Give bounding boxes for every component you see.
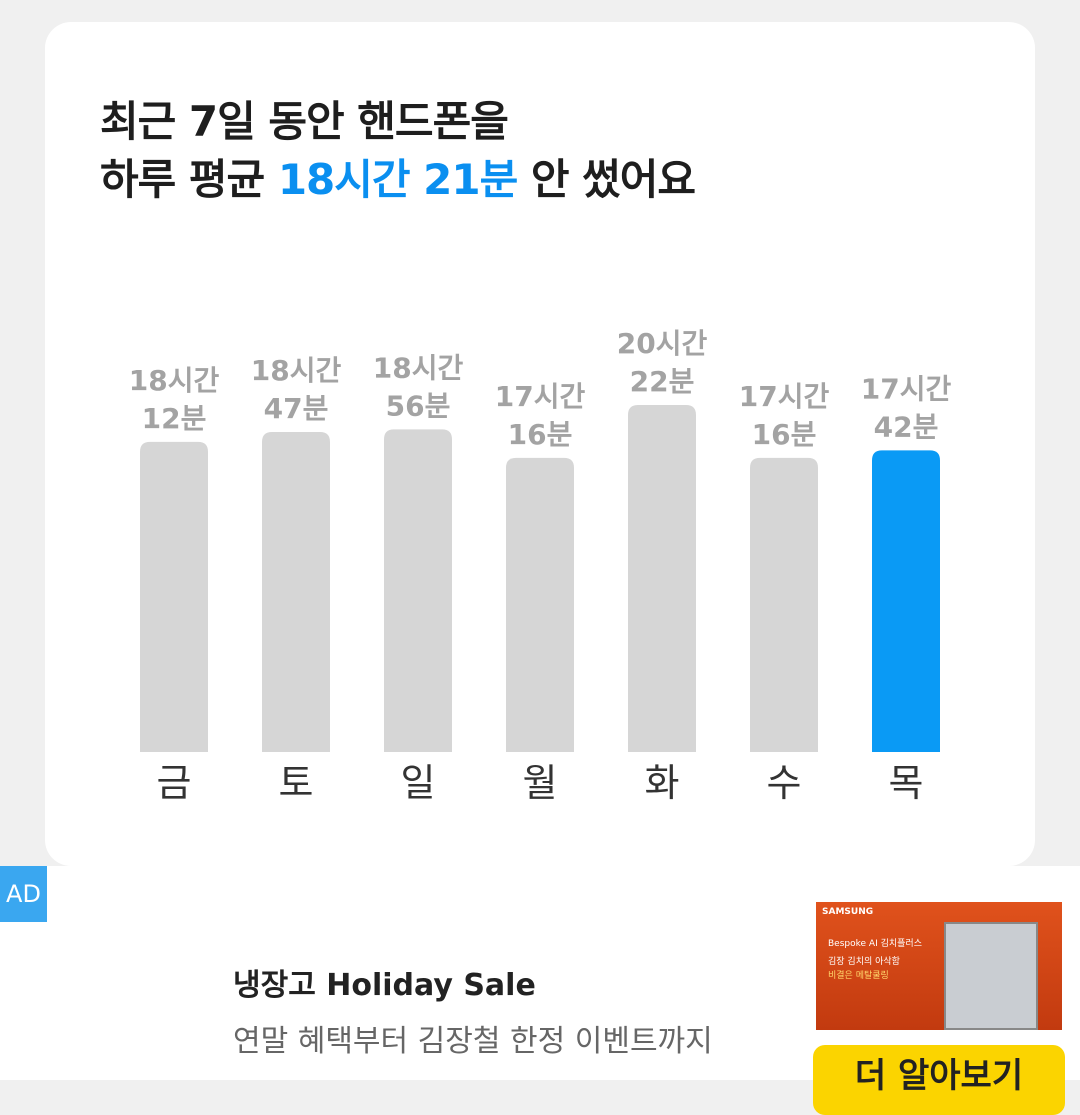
ad-title[interactable]: 냉장고 Holiday Sale	[233, 968, 536, 1003]
value-label: 12분	[142, 402, 207, 435]
value-label: 22분	[630, 365, 695, 398]
text: 안 썼어요	[530, 155, 696, 204]
value-label: 47분	[264, 392, 329, 425]
title-line: 최근 7일 동안 핸드폰을	[100, 97, 509, 146]
bar	[628, 405, 696, 752]
title-line: 하루 평균 18시간 21분 안 썼어요	[100, 146, 696, 207]
bar	[262, 431, 330, 752]
bar	[140, 441, 208, 752]
value-label: 17시간	[495, 380, 586, 413]
text: 하루 평균	[100, 155, 265, 204]
bar	[872, 450, 940, 752]
x-tick-label: 수	[767, 761, 802, 805]
ad-subtitle: 연말 혜택부터 김장철 한정 이벤트까지	[233, 1024, 713, 1059]
value-label: 20시간	[617, 327, 708, 360]
value-label: 16분	[508, 418, 573, 451]
text: 김장 김치의 아삭함	[828, 957, 900, 967]
value-label: 56분	[386, 389, 451, 422]
ad-image[interactable]: SAMSUNG Bespoke AI 김치플러스 김장 김치의 아삭함 비결은 …	[816, 902, 1062, 1030]
page: 최근 7일 동안 핸드폰을 하루 평균 18시간 21분 안 썼어요 금 18시간…	[0, 22, 1080, 1115]
x-tick-label: 토	[279, 761, 314, 805]
value-label: 17시간	[861, 372, 952, 405]
value-label: 18시간	[373, 351, 464, 384]
text: 비결은 메탈쿨링	[828, 971, 889, 981]
x-tick-label: 월	[523, 761, 558, 805]
value-label: 18시간	[251, 354, 342, 387]
bar	[506, 457, 574, 752]
fridge	[944, 922, 1038, 1030]
x-tick-label: 일	[401, 761, 436, 805]
x-tick-label: 화	[645, 761, 680, 805]
x-tick-label: 금	[157, 761, 192, 805]
value-label: 16분	[752, 418, 817, 451]
ad-badge: AD	[0, 866, 47, 922]
highlight: 18시간 21분	[277, 155, 518, 204]
brand: SAMSUNG	[822, 907, 874, 917]
value-label: 17시간	[739, 380, 830, 413]
cta-button[interactable]: 더 알아보기	[813, 1045, 1065, 1115]
bar	[384, 429, 452, 752]
value-label: 18시간	[129, 364, 220, 397]
value-label: 42분	[874, 410, 939, 443]
text: Bespoke AI 김치플러스	[828, 939, 922, 949]
x-tick-label: 목	[889, 761, 924, 805]
bar	[750, 457, 818, 752]
